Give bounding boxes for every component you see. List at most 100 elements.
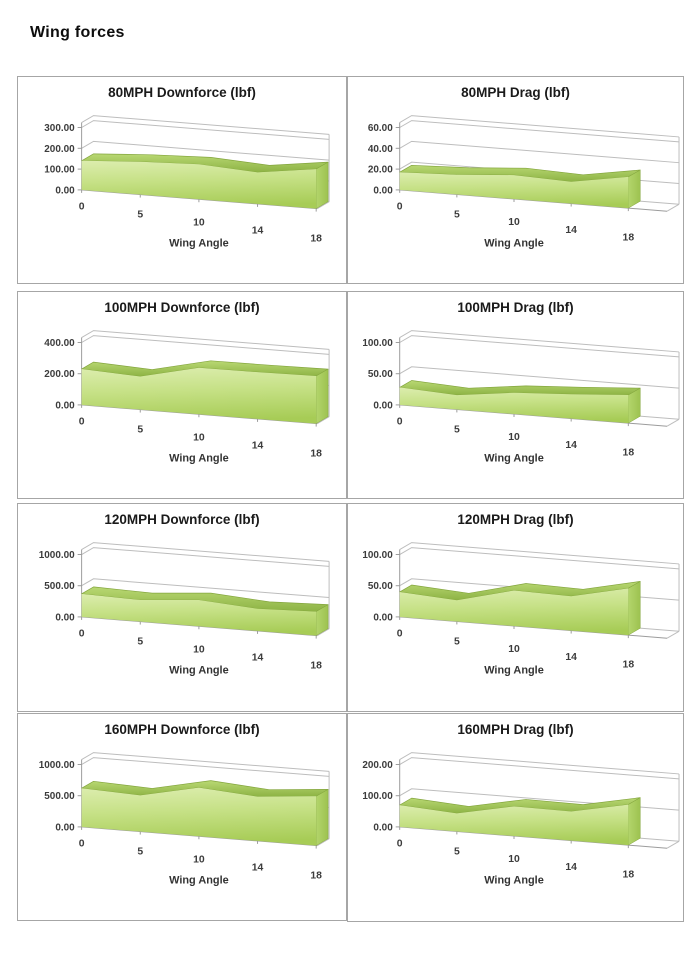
- area-chart-canvas: 200.00 100.00 0.00 0 5 10 14 18 Wing Angle: [362, 752, 680, 886]
- svg-text:5: 5: [454, 424, 460, 435]
- svg-text:100.00: 100.00: [362, 550, 393, 561]
- svg-text:14: 14: [252, 225, 264, 236]
- svg-text:14: 14: [252, 862, 264, 873]
- area-chart-canvas: 100.00 50.00 0.00 0 5 10 14 18 Wing Angle: [362, 542, 680, 676]
- chart-title: 100MPH Drag (lbf): [457, 300, 574, 315]
- svg-text:Wing Angle: Wing Angle: [169, 452, 229, 464]
- area-chart-canvas: 60.00 40.00 20.00 0.00 0 5 10 14 18 Wing Angle: [368, 115, 680, 249]
- svg-text:Wing Angle: Wing Angle: [484, 874, 544, 886]
- svg-text:0: 0: [397, 629, 403, 640]
- svg-text:200.00: 200.00: [44, 369, 75, 380]
- svg-text:5: 5: [137, 210, 143, 221]
- svg-text:18: 18: [310, 233, 322, 244]
- svg-text:300.00: 300.00: [44, 123, 75, 134]
- svg-text:14: 14: [565, 652, 577, 663]
- page-title: Wing forces: [30, 24, 125, 41]
- svg-text:14: 14: [565, 862, 577, 873]
- svg-text:0: 0: [397, 839, 403, 850]
- svg-text:10: 10: [508, 432, 520, 443]
- area-chart-canvas: 400.00 200.00 0.00 0 5 10 14 18 Wing Angle: [44, 330, 330, 464]
- svg-text:5: 5: [454, 209, 460, 220]
- svg-text:18: 18: [310, 660, 322, 671]
- svg-text:100.00: 100.00: [362, 338, 393, 349]
- svg-text:0: 0: [79, 417, 85, 428]
- area-chart-canvas: 100.00 50.00 0.00 0 5 10 14 18 Wing Angle: [362, 330, 680, 464]
- svg-text:10: 10: [508, 854, 520, 865]
- svg-text:0: 0: [397, 417, 403, 428]
- chart-title: 100MPH Downforce (lbf): [104, 300, 260, 315]
- svg-text:0: 0: [79, 202, 85, 213]
- svg-text:0.00: 0.00: [373, 185, 393, 196]
- svg-text:1000.00: 1000.00: [39, 550, 75, 561]
- svg-text:18: 18: [310, 870, 322, 881]
- svg-text:18: 18: [623, 232, 635, 243]
- svg-text:14: 14: [252, 652, 264, 663]
- chart-cell-80mph-downforce: 80MPH Downforce (lbf) 300.00 200.00 100.00…: [17, 76, 347, 284]
- svg-text:1000.00: 1000.00: [39, 760, 75, 771]
- svg-text:5: 5: [137, 425, 143, 436]
- svg-text:0.00: 0.00: [373, 612, 393, 623]
- svg-text:Wing Angle: Wing Angle: [484, 452, 544, 464]
- chart-title: 160MPH Downforce (lbf): [104, 722, 260, 737]
- svg-text:5: 5: [454, 846, 460, 857]
- chart-cell-160mph-drag: 160MPH Drag (lbf) 200.00 100.00 0.00 0 5 10 14…: [347, 713, 684, 922]
- svg-text:10: 10: [193, 645, 205, 656]
- svg-text:18: 18: [310, 448, 322, 459]
- svg-text:Wing Angle: Wing Angle: [484, 664, 544, 676]
- svg-text:10: 10: [193, 433, 205, 444]
- svg-text:10: 10: [508, 217, 520, 228]
- svg-text:5: 5: [137, 637, 143, 648]
- chart-title: 80MPH Drag (lbf): [461, 85, 570, 100]
- svg-text:10: 10: [193, 218, 205, 229]
- area-chart-canvas: 1000.00 500.00 0.00 0 5 10 14 18 Wing Angle: [39, 752, 330, 886]
- svg-text:18: 18: [623, 869, 635, 880]
- svg-text:50.00: 50.00: [368, 581, 393, 592]
- svg-text:40.00: 40.00: [368, 144, 393, 155]
- svg-text:0.00: 0.00: [373, 400, 393, 411]
- chart-cell-120mph-downforce: 120MPH Downforce (lbf) 1000.00 500.00 0.00…: [17, 503, 347, 712]
- svg-text:14: 14: [565, 225, 577, 236]
- svg-text:0: 0: [79, 839, 85, 850]
- svg-text:5: 5: [137, 847, 143, 858]
- svg-text:0: 0: [79, 629, 85, 640]
- svg-text:20.00: 20.00: [368, 165, 393, 176]
- svg-text:Wing Angle: Wing Angle: [169, 664, 229, 676]
- svg-text:0.00: 0.00: [55, 185, 75, 196]
- svg-text:0: 0: [397, 202, 403, 213]
- svg-text:Wing Angle: Wing Angle: [169, 874, 229, 886]
- svg-text:60.00: 60.00: [368, 123, 393, 134]
- svg-text:0.00: 0.00: [55, 612, 75, 623]
- svg-text:100.00: 100.00: [362, 791, 393, 802]
- area-chart-canvas: 1000.00 500.00 0.00 0 5 10 14 18 Wing Angle: [39, 542, 330, 676]
- svg-text:10: 10: [193, 855, 205, 866]
- svg-text:500.00: 500.00: [44, 791, 75, 802]
- area-chart-canvas: 300.00 200.00 100.00 0.00 0 5 10 14 18 Wing Angle: [44, 115, 330, 249]
- svg-text:200.00: 200.00: [362, 760, 393, 771]
- svg-text:100.00: 100.00: [44, 165, 75, 176]
- svg-text:10: 10: [508, 644, 520, 655]
- svg-text:200.00: 200.00: [44, 144, 75, 155]
- svg-text:18: 18: [623, 659, 635, 670]
- chart-cell-80mph-drag: 80MPH Drag (lbf) 60.00 40.00 20.00 0.00 0 5 10…: [347, 76, 684, 284]
- chart-cell-160mph-downforce: 160MPH Downforce (lbf) 1000.00 500.00 0.00…: [17, 713, 347, 921]
- svg-text:Wing Angle: Wing Angle: [484, 237, 544, 249]
- chart-title: 160MPH Drag (lbf): [457, 722, 574, 737]
- svg-text:Wing Angle: Wing Angle: [169, 237, 229, 249]
- chart-title: 120MPH Downforce (lbf): [104, 512, 260, 527]
- svg-text:18: 18: [623, 447, 635, 458]
- svg-text:500.00: 500.00: [44, 581, 75, 592]
- chart-cell-120mph-drag: 120MPH Drag (lbf) 100.00 50.00 0.00 0 5 10 14 1…: [347, 503, 684, 712]
- svg-text:0.00: 0.00: [55, 400, 75, 411]
- chart-cell-100mph-downforce: 100MPH Downforce (lbf) 400.00 200.00 0.00 0…: [17, 291, 347, 499]
- svg-text:14: 14: [252, 440, 264, 451]
- svg-text:14: 14: [565, 440, 577, 451]
- chart-title: 80MPH Downforce (lbf): [108, 85, 256, 100]
- svg-text:0.00: 0.00: [55, 822, 75, 833]
- chart-title: 120MPH Drag (lbf): [457, 512, 574, 527]
- svg-text:0.00: 0.00: [373, 822, 393, 833]
- chart-cell-100mph-drag: 100MPH Drag (lbf) 100.00 50.00 0.00 0 5 10 14 1…: [347, 291, 684, 499]
- svg-text:5: 5: [454, 636, 460, 647]
- svg-text:50.00: 50.00: [368, 369, 393, 380]
- svg-text:400.00: 400.00: [44, 338, 75, 349]
